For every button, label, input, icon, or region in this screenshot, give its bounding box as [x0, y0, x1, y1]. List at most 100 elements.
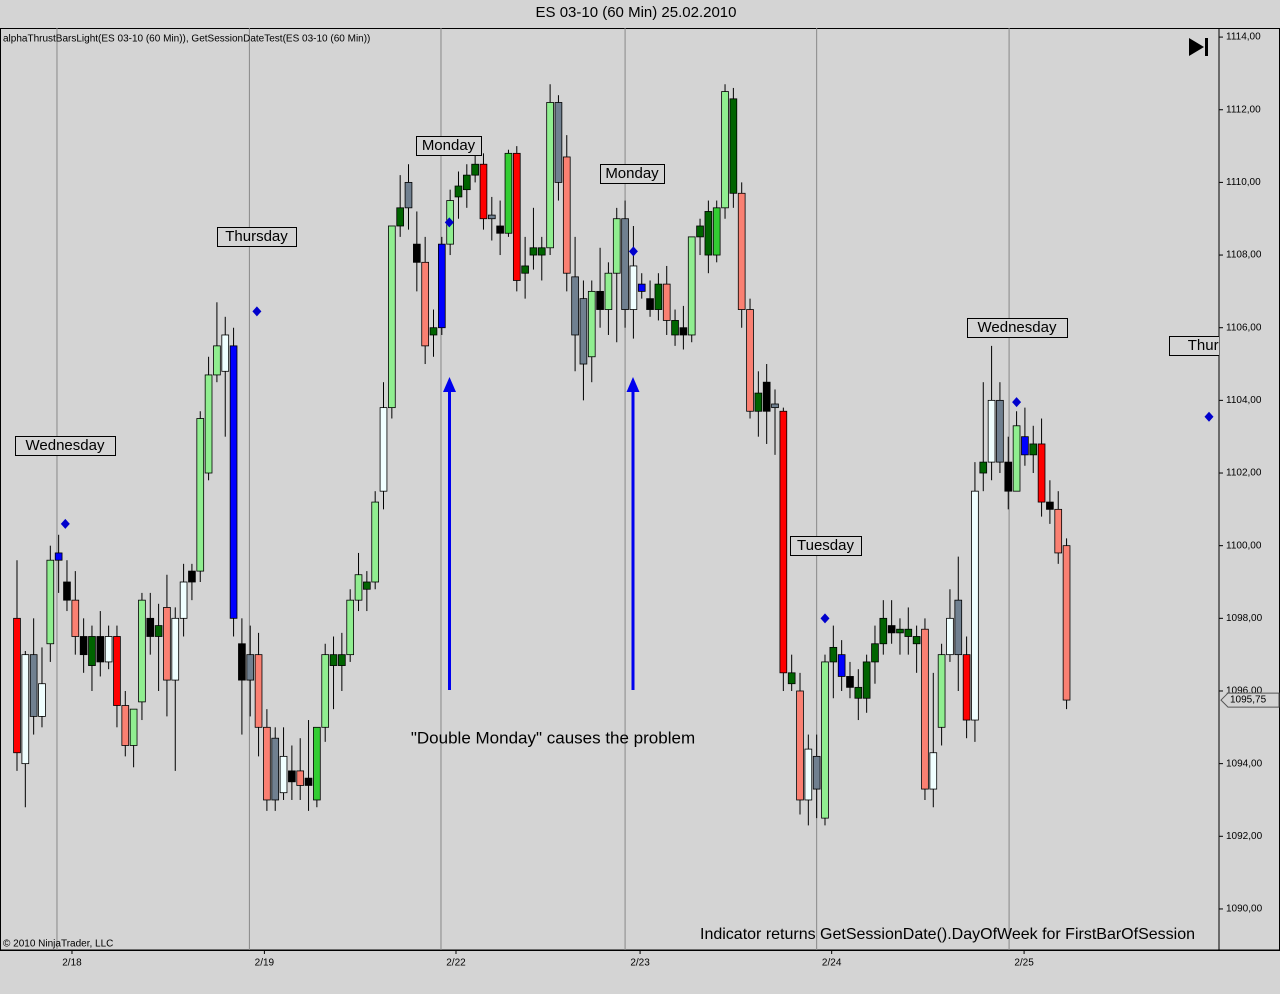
annotation-box: [967, 318, 1068, 338]
candle-body: [338, 654, 346, 666]
candle-body: [329, 654, 338, 666]
y-tick-label: 1110,00: [1226, 177, 1261, 188]
candle-body: [154, 625, 163, 637]
y-tick-label: 1098,00: [1226, 613, 1263, 624]
candle-body: [279, 755, 288, 794]
candle-body: [21, 654, 30, 765]
candle-body: [171, 617, 180, 681]
candle-body: [529, 247, 538, 256]
y-tick-label: 1102,00: [1226, 468, 1262, 479]
annotation-text: Wednesday: [26, 437, 105, 454]
candle-body: [1004, 461, 1013, 492]
candle-body: [254, 654, 263, 728]
day-annotation: Wednesday: [15, 436, 116, 456]
last-price-label: 1095,75: [1230, 695, 1267, 706]
candle-body: [521, 265, 529, 274]
candle-body: [687, 236, 696, 336]
candle-body: [479, 163, 488, 220]
candle-body: [1062, 545, 1071, 701]
y-axis-panel: [1218, 28, 1280, 951]
candle-body: [288, 770, 296, 783]
y-tick-label: 1106,00: [1226, 322, 1262, 333]
candle-body: [496, 225, 504, 234]
marker: [820, 613, 830, 624]
candle-body: [146, 617, 155, 637]
candle-body: [13, 617, 21, 754]
y-tick-label: 1100,00: [1226, 540, 1262, 551]
candle-body: [421, 261, 429, 347]
candle-body: [921, 628, 929, 790]
candle-body: [246, 654, 255, 681]
candle-body: [1046, 501, 1054, 510]
candle-body: [104, 636, 113, 663]
candle-body: [704, 211, 713, 256]
candle-body: [313, 726, 321, 801]
day-annotation: Wednesday: [967, 318, 1068, 338]
candle-body: [654, 283, 663, 310]
y-tick-label: 1108,00: [1226, 250, 1262, 261]
candle-body: [1021, 436, 1029, 456]
x-tick-label: 2/23: [630, 958, 650, 969]
candle-body: [629, 265, 638, 310]
candle-body: [929, 752, 938, 790]
candle-body: [762, 381, 771, 412]
candle-body: [454, 185, 463, 198]
y-tick-label: 1112,00: [1226, 104, 1261, 115]
candle-body: [879, 617, 888, 645]
candle-body: [796, 690, 804, 801]
x-tick-label: 2/24: [822, 958, 842, 969]
candle-body: [221, 334, 230, 372]
play-icon[interactable]: [1189, 38, 1208, 56]
arrow: [626, 377, 640, 690]
candle-body: [637, 283, 646, 292]
annotation-box: [15, 436, 116, 456]
x-tick-label: 2/19: [255, 958, 275, 969]
annotation-text: Thursday: [1188, 337, 1251, 354]
y-tick-label: 1114,00: [1226, 32, 1261, 43]
candle-body: [138, 599, 146, 703]
candle-body: [1037, 443, 1046, 503]
candle-body: [179, 581, 188, 619]
play-triangle[interactable]: [1189, 38, 1204, 56]
day-annotation: Monday: [416, 136, 482, 156]
marker: [1204, 411, 1214, 422]
candle-body: [571, 276, 579, 336]
candle-body: [954, 599, 963, 656]
candle-body: [846, 676, 854, 688]
candle-body: [296, 770, 305, 786]
candle-body: [971, 490, 979, 721]
candle-body: [1029, 443, 1038, 456]
annotation-text: Tuesday: [797, 537, 854, 554]
annotation-box: [600, 164, 665, 184]
candle-body: [812, 755, 821, 790]
candle-body: [579, 298, 588, 365]
annotation-text: Thursday: [225, 228, 288, 245]
marker: [444, 217, 454, 228]
candle-body: [363, 581, 371, 590]
chart-title: ES 03-10 (60 Min) 25.02.2010: [536, 4, 737, 21]
candle-body: [854, 686, 863, 699]
y-tick-label: 1092,00: [1226, 831, 1263, 842]
candle-body: [1012, 425, 1021, 492]
candle-body: [263, 726, 271, 801]
candle-body: [729, 98, 738, 194]
candle-body: [596, 290, 604, 310]
candle-body: [546, 102, 554, 249]
candle-body: [371, 501, 379, 583]
candle-body: [188, 570, 196, 583]
candle-body: [712, 207, 721, 256]
last-price-tag: [1220, 692, 1280, 708]
candle-body: [837, 654, 846, 677]
arrow-head: [626, 377, 640, 392]
play-bar[interactable]: [1205, 38, 1208, 56]
candle-body: [1054, 508, 1063, 554]
candle-body: [404, 181, 413, 209]
candle-body: [129, 708, 138, 746]
candle-body: [721, 91, 729, 209]
plot-marks: Wednesday Thursday Monday Monday Tuesday Wedn…: [13, 84, 1251, 826]
candle-body: [354, 574, 363, 601]
candle-body: [438, 243, 446, 329]
candle-body: [71, 599, 80, 637]
x-tick-label: 2/22: [446, 958, 466, 969]
